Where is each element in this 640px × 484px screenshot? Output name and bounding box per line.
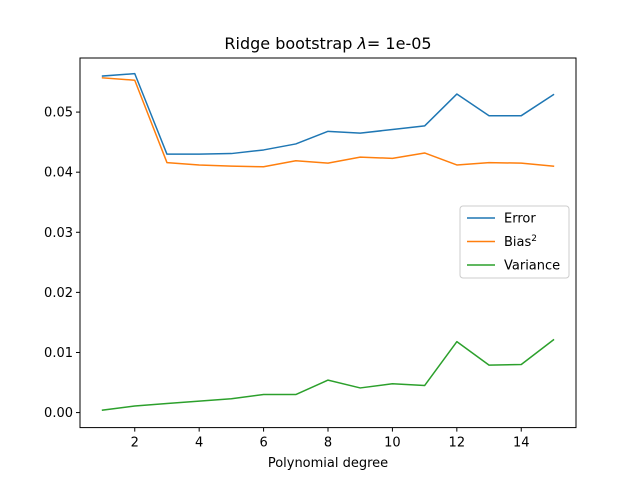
lambda-symbol: λ xyxy=(356,34,366,53)
x-tick-label: 8 xyxy=(324,436,332,451)
y-axis: 0.00 0.01 0.02 0.03 0.04 0.05 xyxy=(44,106,80,421)
series-layer xyxy=(101,72,555,412)
legend: Error Bias2 Variance xyxy=(459,205,570,279)
y-tick-label: 0.05 xyxy=(44,106,73,121)
series-line-bias xyxy=(101,77,555,168)
x-tick-label: 12 xyxy=(449,436,466,451)
legend-label: Bias2 xyxy=(504,234,537,250)
x-tick-label: 10 xyxy=(384,436,401,451)
legend-item: Error xyxy=(467,212,536,227)
chart-title: Ridge bootstrap λ= 1e-05 xyxy=(224,34,431,53)
legend-item: Variance xyxy=(467,259,560,274)
legend-item: Bias2 xyxy=(467,234,537,250)
x-axis-label: Polynomial degree xyxy=(268,456,388,471)
legend-box xyxy=(459,205,570,279)
y-tick-label: 0.03 xyxy=(44,226,73,241)
y-tick-label: 0.00 xyxy=(44,406,73,421)
legend-label: Variance xyxy=(504,259,560,274)
legend-label: Error xyxy=(504,212,536,227)
x-tick-label: 4 xyxy=(195,436,203,451)
x-tick-label: 2 xyxy=(131,436,139,451)
series-line-error xyxy=(101,72,555,155)
series-line-variance xyxy=(101,338,555,412)
y-tick-label: 0.01 xyxy=(44,346,73,361)
x-tick-label: 6 xyxy=(259,436,267,451)
y-tick-label: 0.02 xyxy=(44,286,73,301)
x-axis: 2 4 6 8 10 12 14 xyxy=(131,427,530,451)
y-tick-label: 0.04 xyxy=(44,166,73,181)
x-tick-label: 14 xyxy=(513,436,530,451)
